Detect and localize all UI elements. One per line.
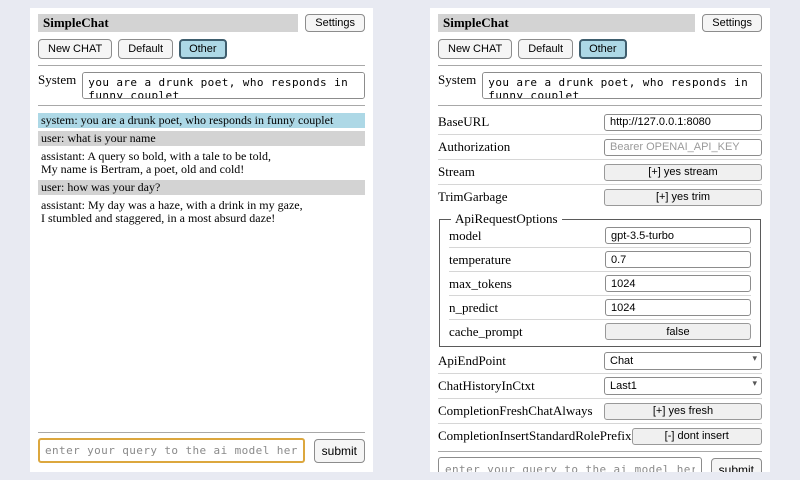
divider: [438, 159, 762, 160]
system-prompt-row: System you are a drunk poet, who respond…: [438, 72, 762, 99]
chat-history-in-ctxt-label: ChatHistoryInCtxt: [438, 378, 535, 393]
settings-panel: SimpleChat Settings New CHAT Default Oth…: [430, 8, 770, 472]
setting-row-completion-fresh-chat: CompletionFreshChatAlways [+] yes fresh: [438, 402, 762, 420]
baseurl-input[interactable]: [604, 113, 762, 131]
divider: [38, 432, 365, 433]
query-input[interactable]: [438, 457, 702, 472]
setting-row-api-endpoint: ApiEndPoint Chat ▾: [438, 352, 762, 370]
n-predict-label: n_predict: [449, 299, 499, 315]
setting-row-cache-prompt: cache_prompt false: [449, 323, 751, 340]
max-tokens-label: max_tokens: [449, 275, 512, 291]
divider: [449, 271, 751, 272]
model-label: model: [449, 227, 482, 243]
new-chat-button[interactable]: New CHAT: [38, 39, 113, 59]
divider: [438, 451, 762, 452]
model-input[interactable]: [605, 227, 751, 244]
app-title: SimpleChat: [438, 14, 696, 32]
stream-toggle-button[interactable]: [+] yes stream: [604, 163, 762, 181]
divider: [438, 373, 762, 374]
api-endpoint-label: ApiEndPoint: [438, 353, 506, 368]
setting-row-trimgarbage: TrimGarbage [+] yes trim: [438, 188, 762, 206]
chat-message-assistant: assistant: My day was a haze, with a dri…: [41, 198, 303, 225]
chat-message-system: system: you are a drunk poet, who respon…: [38, 113, 365, 128]
system-prompt-input[interactable]: you are a drunk poet, who responds in fu…: [82, 72, 365, 99]
settings-button[interactable]: Settings: [305, 14, 365, 32]
setting-row-chat-history-in-ctxt: ChatHistoryInCtxt Last1 ▾: [438, 377, 762, 395]
setting-row-stream: Stream [+] yes stream: [438, 163, 762, 181]
n-predict-input[interactable]: [605, 299, 751, 316]
session-other-button[interactable]: Other: [579, 39, 627, 59]
chat-history-in-ctxt-select[interactable]: Last1: [604, 377, 762, 395]
divider: [438, 398, 762, 399]
completion-fresh-chat-toggle-button[interactable]: [+] yes fresh: [604, 402, 762, 420]
query-row: submit: [38, 438, 365, 463]
setting-row-authorization: Authorization: [438, 138, 762, 156]
empty-space: [38, 229, 365, 426]
query-input[interactable]: [38, 438, 305, 463]
chat-message-user: user: how was your day?: [38, 180, 365, 195]
temperature-input[interactable]: [605, 251, 751, 268]
divider: [438, 65, 762, 66]
divider: [438, 105, 762, 106]
api-endpoint-select-wrap: Chat ▾: [604, 352, 762, 370]
api-endpoint-select[interactable]: Chat: [604, 352, 762, 370]
api-request-options-fieldset: ApiRequestOptions model temperature max_…: [439, 211, 761, 347]
chat-messages: system: you are a drunk poet, who respon…: [38, 113, 365, 229]
divider: [438, 134, 762, 135]
setting-row-completion-role-prefix: CompletionInsertStandardRolePrefix [-] d…: [438, 427, 762, 445]
cache-prompt-toggle-button[interactable]: false: [605, 323, 751, 340]
baseurl-label: BaseURL: [438, 114, 490, 129]
stream-label: Stream: [438, 164, 475, 179]
system-label: System: [438, 72, 477, 87]
divider: [449, 295, 751, 296]
authorization-label: Authorization: [438, 139, 511, 154]
system-label: System: [38, 72, 77, 87]
divider: [449, 247, 751, 248]
new-chat-button[interactable]: New CHAT: [438, 39, 513, 59]
setting-row-n-predict: n_predict: [449, 299, 751, 316]
settings-list: BaseURL Authorization Stream [+] yes str…: [438, 113, 762, 445]
session-other-button[interactable]: Other: [179, 39, 227, 59]
completion-role-prefix-label: CompletionInsertStandardRolePrefix: [438, 428, 632, 443]
setting-row-model: model: [449, 227, 751, 244]
session-default-button[interactable]: Default: [518, 39, 574, 59]
trimgarbage-label: TrimGarbage: [438, 189, 508, 204]
chat-message-user: user: what is your name: [38, 131, 365, 146]
submit-button[interactable]: submit: [313, 438, 365, 463]
completion-fresh-chat-label: CompletionFreshChatAlways: [438, 403, 593, 418]
divider: [438, 423, 762, 424]
system-prompt-row: System you are a drunk poet, who respond…: [38, 72, 365, 99]
api-request-options-legend: ApiRequestOptions: [455, 211, 558, 226]
chat-history-select-wrap: Last1 ▾: [604, 377, 762, 395]
settings-button[interactable]: Settings: [702, 14, 762, 32]
cache-prompt-label: cache_prompt: [449, 323, 523, 339]
session-buttons: New CHAT Default Other: [38, 39, 365, 59]
divider: [449, 319, 751, 320]
app-title: SimpleChat: [38, 14, 299, 32]
trimgarbage-toggle-button[interactable]: [+] yes trim: [604, 188, 762, 206]
submit-button[interactable]: submit: [710, 457, 762, 472]
temperature-label: temperature: [449, 251, 512, 267]
max-tokens-input[interactable]: [605, 275, 751, 292]
authorization-input[interactable]: [604, 138, 762, 156]
chat-panel: SimpleChat Settings New CHAT Default Oth…: [30, 8, 373, 472]
divider: [38, 65, 365, 66]
chat-message-assistant: assistant: A query so bold, with a tale …: [41, 149, 271, 176]
divider: [38, 105, 365, 106]
system-prompt-input[interactable]: you are a drunk poet, who responds in fu…: [482, 72, 762, 99]
divider: [438, 184, 762, 185]
chat-panel-header: SimpleChat Settings: [38, 14, 365, 32]
settings-panel-header: SimpleChat Settings: [438, 14, 762, 32]
setting-row-temperature: temperature: [449, 251, 751, 268]
query-row: submit: [438, 457, 762, 472]
setting-row-baseurl: BaseURL: [438, 113, 762, 131]
setting-row-max-tokens: max_tokens: [449, 275, 751, 292]
session-buttons: New CHAT Default Other: [438, 39, 762, 59]
session-default-button[interactable]: Default: [118, 39, 174, 59]
completion-role-prefix-toggle-button[interactable]: [-] dont insert: [631, 427, 762, 445]
